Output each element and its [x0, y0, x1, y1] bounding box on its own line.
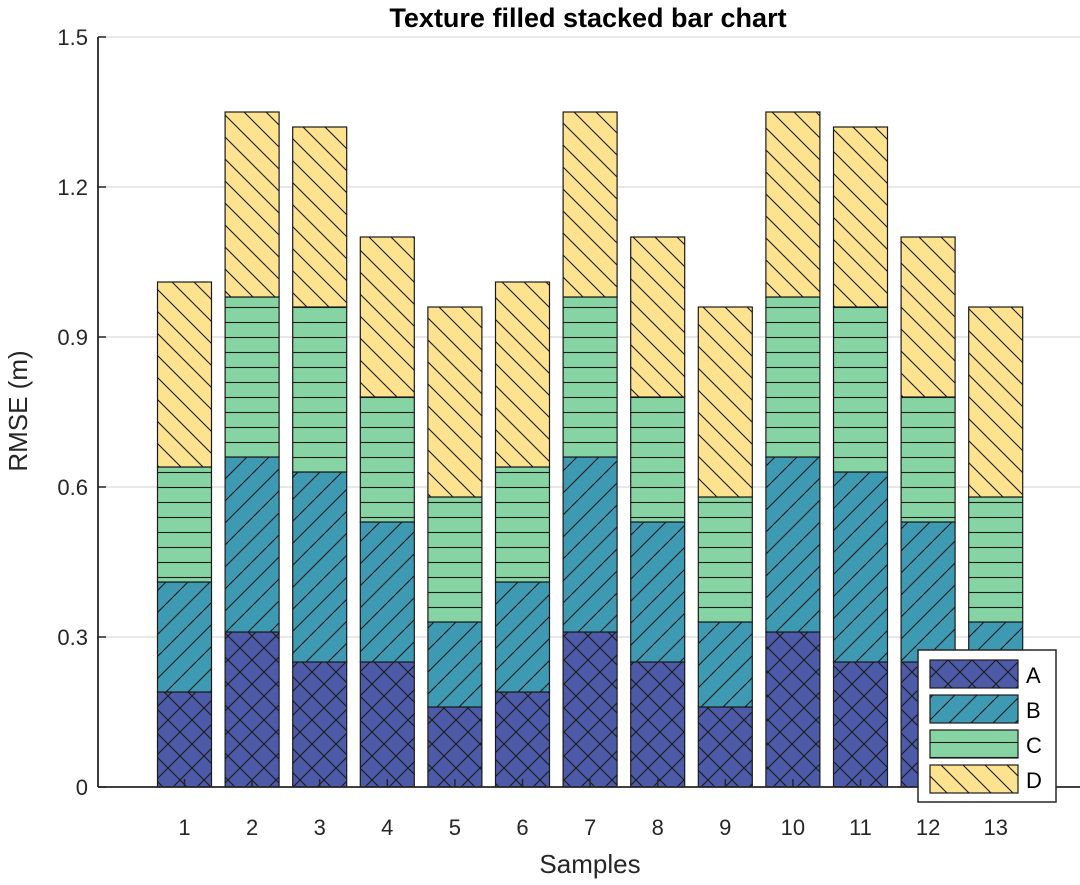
bar-segment-c	[630, 396, 686, 523]
bar-segment-b	[630, 521, 686, 663]
bar-segment-b	[562, 456, 618, 633]
bar-group	[156, 111, 1024, 788]
bar-segment-d	[224, 111, 280, 298]
y-tick-label: 1.5	[57, 25, 88, 50]
bar-segment-c	[900, 396, 956, 523]
bar-segment-b	[427, 621, 483, 708]
bar-segment-c	[562, 296, 618, 458]
bar-segment-c	[359, 396, 415, 523]
bar-segment-d	[359, 236, 415, 398]
x-tick-label: 3	[314, 815, 326, 840]
x-tick-label: 8	[652, 815, 664, 840]
legend-swatch-d	[929, 764, 1019, 794]
bar-segment-b	[292, 471, 348, 663]
legend-swatch-b	[929, 694, 1019, 724]
y-tick-label: 1.2	[57, 175, 88, 200]
bar-segment-c	[494, 466, 551, 583]
y-tick-label: 0.9	[57, 325, 88, 350]
bar-segment-d	[630, 236, 686, 398]
bar-segment-b	[697, 621, 753, 708]
x-tick-label: 5	[449, 815, 461, 840]
bar-segment-a	[630, 661, 686, 788]
bar-segment-c	[156, 466, 213, 583]
bar-segment-d	[156, 281, 213, 468]
bar-segment-d	[832, 126, 889, 308]
legend-label: C	[1026, 733, 1042, 758]
bar-segment-a	[427, 706, 483, 788]
legend-swatch-a	[929, 659, 1019, 689]
bar-segment-c	[427, 496, 483, 623]
bar-segment-b	[156, 581, 213, 693]
bar-segment-c	[832, 306, 889, 473]
bar-segment-a	[832, 661, 889, 788]
bar-segment-b	[224, 456, 280, 633]
x-tick-label: 2	[246, 815, 258, 840]
x-axis-label: Samples	[539, 849, 640, 879]
legend-label: B	[1026, 698, 1041, 723]
x-tick-label: 9	[719, 815, 731, 840]
bar-segment-d	[900, 236, 956, 398]
bar-segment-a	[156, 691, 213, 788]
y-tick-label: 0.3	[57, 625, 88, 650]
bar-segment-a	[562, 631, 618, 788]
x-tick-label: 12	[916, 815, 940, 840]
bar-segment-d	[494, 281, 551, 468]
bar-segment-c	[765, 296, 821, 458]
bar-segment-d	[292, 126, 348, 308]
bar-segment-b	[900, 521, 956, 663]
x-tick-label: 6	[516, 815, 528, 840]
bar-segment-a	[697, 706, 753, 788]
x-tick-label: 4	[381, 815, 393, 840]
y-tick-labels: 0 0.3 0.6 0.9 1.2 1.5	[57, 25, 88, 800]
x-tick-label: 11	[849, 815, 872, 840]
legend-label: A	[1026, 663, 1041, 688]
y-tick-label: 0.6	[57, 475, 88, 500]
bar-segment-b	[765, 456, 821, 633]
legend-swatch-c	[929, 729, 1019, 759]
bar-segment-d	[427, 306, 483, 498]
bar-segment-b	[494, 581, 551, 693]
bar-segment-c	[968, 496, 1024, 623]
x-tick-label: 7	[584, 815, 596, 840]
bar-segment-d	[765, 111, 821, 298]
legend-label: D	[1026, 768, 1042, 793]
bar-segment-a	[224, 631, 280, 788]
bar-segment-a	[765, 631, 821, 788]
bar-segment-a	[494, 691, 551, 788]
chart-title: Texture filled stacked bar chart	[389, 3, 786, 33]
bar-segment-c	[292, 306, 348, 473]
bar-segment-b	[359, 521, 415, 663]
bar-segment-d	[968, 306, 1024, 498]
bar-segment-d	[562, 111, 618, 298]
x-tick-label: 10	[781, 815, 805, 840]
x-tick-labels: 1 2 3 4 5 6 7 8 9 10 11 12 13	[178, 815, 1008, 840]
x-tick-label: 13	[983, 815, 1007, 840]
x-tick-label: 1	[178, 815, 190, 840]
bar-segment-d	[697, 306, 753, 498]
bar-segment-a	[359, 661, 415, 788]
bar-segment-c	[697, 496, 753, 623]
bar-segment-a	[292, 661, 348, 788]
bar-segment-c	[224, 296, 280, 458]
y-axis-label: RMSE (m)	[3, 350, 33, 471]
bar-segment-b	[832, 471, 889, 663]
y-tick-label: 0	[76, 775, 88, 800]
